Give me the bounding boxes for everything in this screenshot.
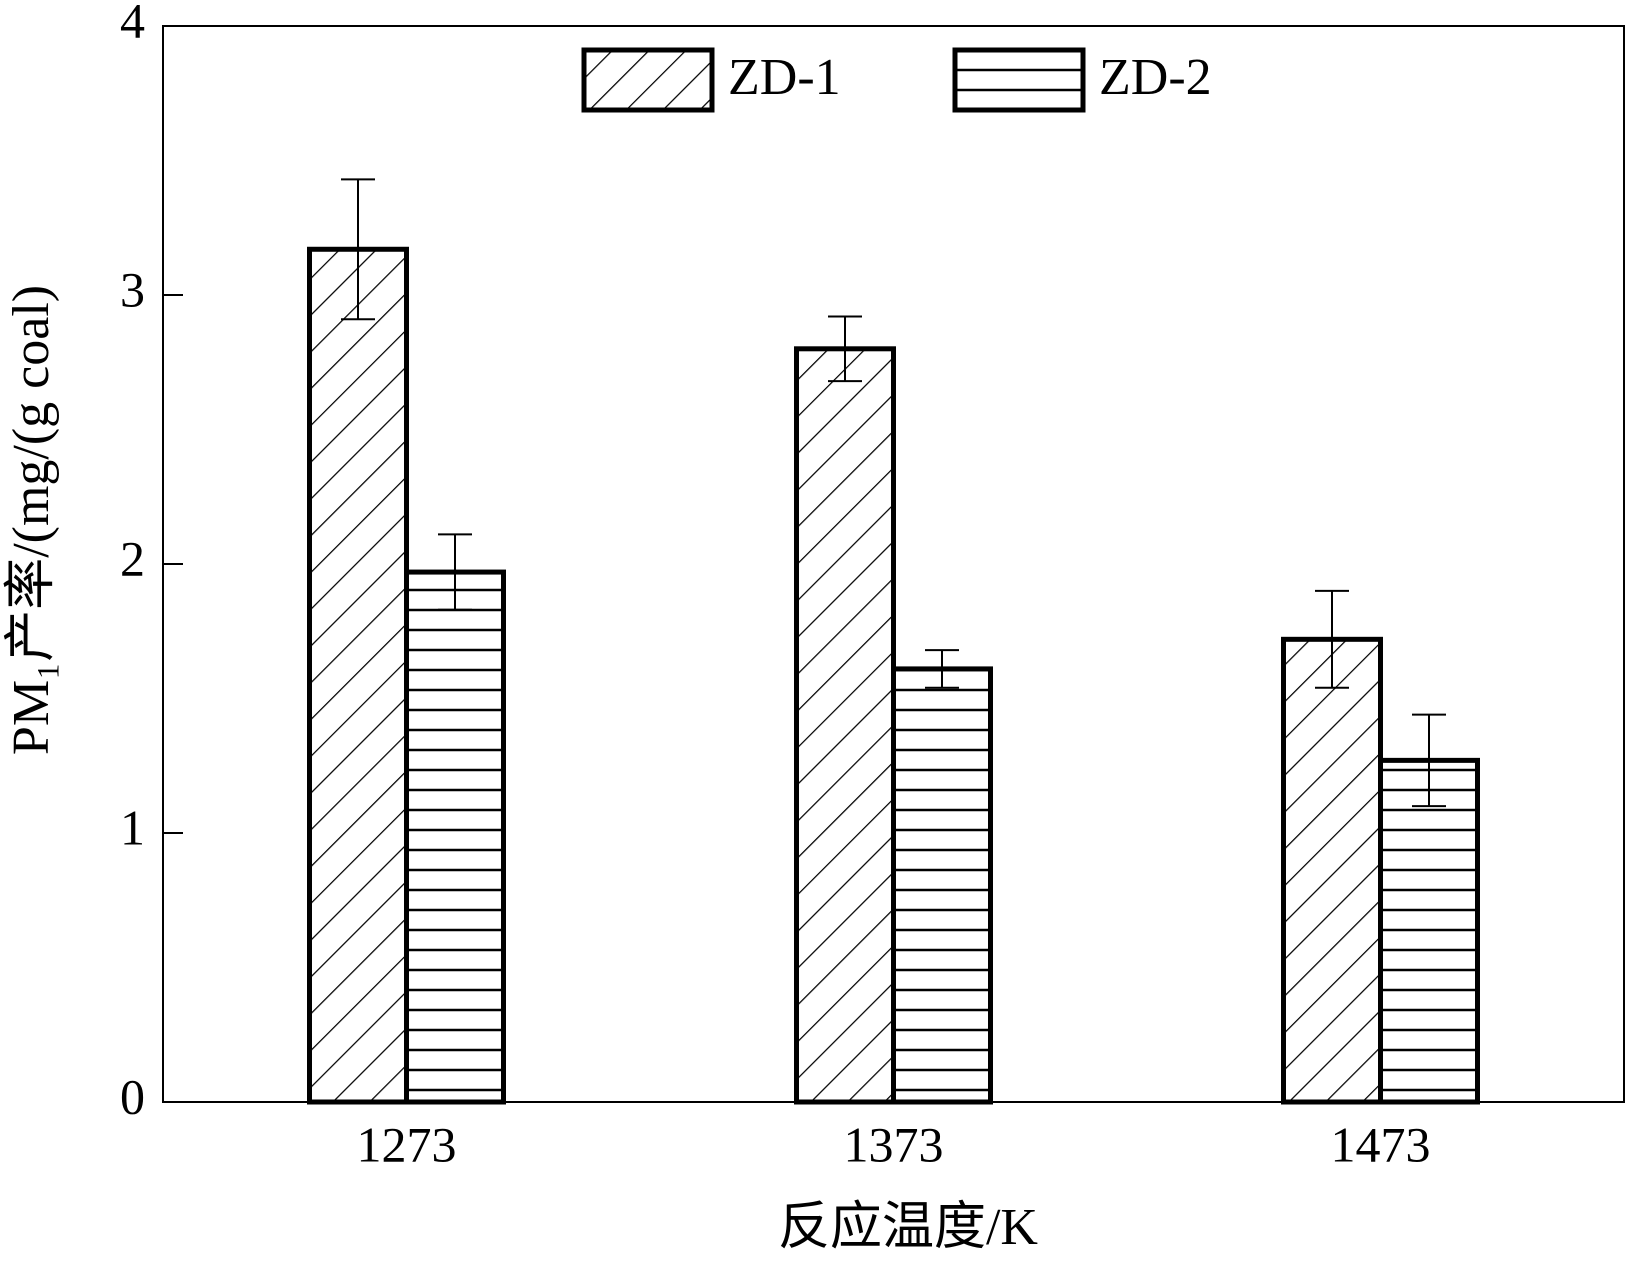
x-axis-label: 反应温度/K — [778, 1199, 1038, 1256]
bar — [1378, 757, 1480, 1105]
bar — [404, 569, 506, 1105]
y-tick-label: 3 — [120, 261, 145, 317]
plot-frame — [162, 25, 1625, 1103]
y-tick-label: 0 — [120, 1068, 145, 1124]
x-tick-label: 1273 — [357, 1116, 457, 1172]
legend-label: ZD-1 — [728, 49, 841, 106]
error-bar — [828, 315, 862, 383]
error-bar — [1315, 589, 1349, 689]
bar — [891, 666, 993, 1105]
legend-swatch — [581, 47, 715, 113]
legend-swatch — [952, 47, 1086, 113]
y-tick-label: 4 — [120, 0, 145, 48]
bar — [307, 246, 409, 1105]
error-bar — [341, 178, 375, 321]
error-bar — [438, 533, 472, 611]
error-bar — [925, 649, 959, 689]
bar — [1281, 636, 1383, 1105]
x-tick-label: 1473 — [1331, 1116, 1431, 1172]
y-tick-label: 1 — [120, 799, 145, 855]
x-tick-label: 1373 — [844, 1116, 944, 1172]
legend-label: ZD-2 — [1099, 49, 1212, 106]
bar — [794, 346, 896, 1105]
y-tick-label: 2 — [120, 530, 145, 586]
y-axis-label: PM₁产率/(mg/(g coal) — [3, 285, 60, 755]
error-bar — [1412, 713, 1446, 808]
